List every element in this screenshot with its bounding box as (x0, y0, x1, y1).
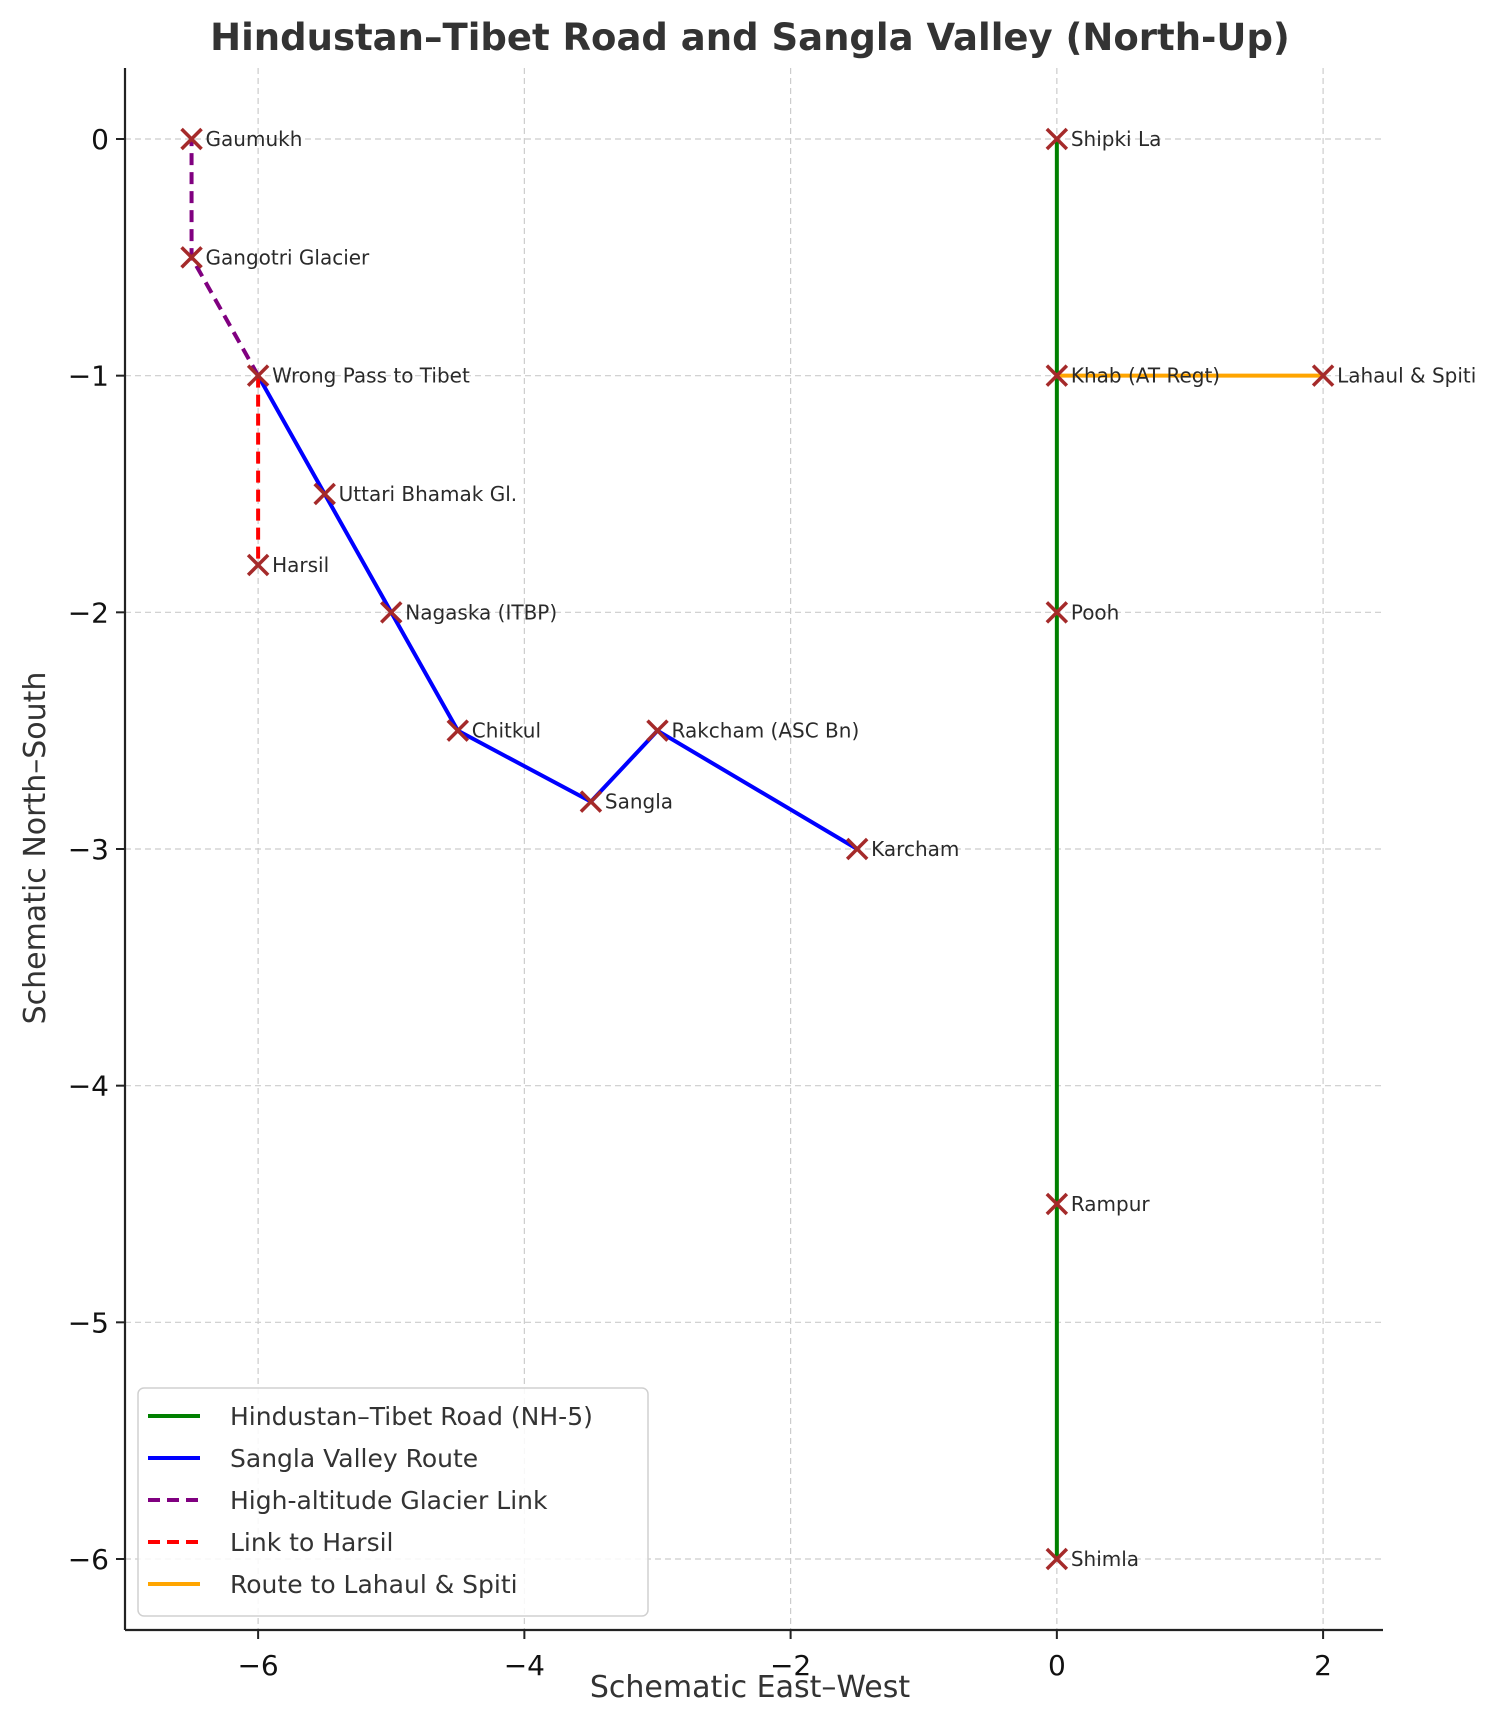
legend-box (137, 1387, 649, 1617)
y-tick-label: −4 (68, 1070, 109, 1103)
point-markers (180, 127, 1335, 1571)
y-axis-label: Schematic North–South (18, 672, 53, 1025)
point-label: Karcham (871, 837, 959, 861)
point-marker (246, 364, 270, 387)
y-tick-label: −3 (68, 833, 109, 866)
y-tick-label: −5 (68, 1306, 109, 1339)
point-label: Gaumukh (206, 127, 303, 151)
point-label: Harsil (272, 553, 329, 577)
point-marker (646, 719, 669, 742)
point-label: Nagaska (ITBP) (405, 600, 557, 624)
x-tick-label: −4 (504, 1649, 545, 1682)
y-tick-label: −6 (68, 1543, 109, 1576)
point-marker (1045, 127, 1069, 151)
point-labels: Gaumukh Gangotri Glacier Wrong Pass to Tib… (206, 127, 1477, 1571)
point-label: Shimla (1071, 1547, 1139, 1571)
legend-label: High-altitude Glacier Link (230, 1486, 548, 1515)
point-marker (1045, 1547, 1069, 1571)
legend-label: Route to Lahaul & Spiti (230, 1570, 518, 1599)
legend-label: Hindustan–Tibet Road (NH-5) (230, 1402, 593, 1431)
point-marker (579, 790, 603, 813)
point-marker (180, 127, 203, 151)
point-label: Gangotri Glacier (206, 245, 371, 269)
point-marker (1311, 364, 1335, 387)
point-marker (446, 719, 470, 742)
axes: −6 −4 −2 0 2 0 −1 −2 −3 −4 −5 −6 (68, 68, 1383, 1682)
point-label: Shipki La (1071, 127, 1162, 151)
x-tick-label: −6 (237, 1649, 278, 1682)
chart-title: Hindustan–Tibet Road and Sangla Valley (… (210, 16, 1290, 59)
point-label: Wrong Pass to Tibet (272, 364, 470, 388)
x-tick-label: 2 (1314, 1649, 1332, 1682)
point-marker (1045, 364, 1069, 387)
point-marker (1045, 1192, 1069, 1216)
y-tick-label: −2 (68, 596, 109, 629)
point-label: Khab (AT Regt) (1071, 364, 1220, 388)
y-tick-label: −1 (68, 360, 109, 393)
x-tick-label: 0 (1048, 1649, 1066, 1682)
point-marker (380, 601, 403, 624)
point-marker (845, 837, 869, 861)
point-label: Rakcham (ASC Bn) (671, 719, 859, 743)
legend: Hindustan–Tibet Road (NH-5) Sangla Valley… (137, 1387, 649, 1617)
point-label: Sangla (605, 790, 673, 814)
point-marker (180, 246, 203, 269)
point-marker (313, 482, 336, 506)
legend-label: Sangla Valley Route (230, 1444, 478, 1473)
point-label: Uttari Bhamak Gl. (339, 482, 517, 506)
point-label: Rampur (1071, 1192, 1151, 1216)
x-tick-label: −2 (770, 1649, 811, 1682)
x-axis-label: Schematic East–West (590, 1670, 910, 1705)
point-label: Lahaul & Spiti (1337, 364, 1476, 388)
legend-label: Link to Harsil (230, 1528, 394, 1557)
y-tick-label: 0 (91, 123, 109, 156)
point-label: Chitkul (472, 719, 541, 743)
point-marker (246, 553, 270, 577)
point-label: Pooh (1071, 600, 1120, 624)
point-marker (1045, 601, 1069, 624)
